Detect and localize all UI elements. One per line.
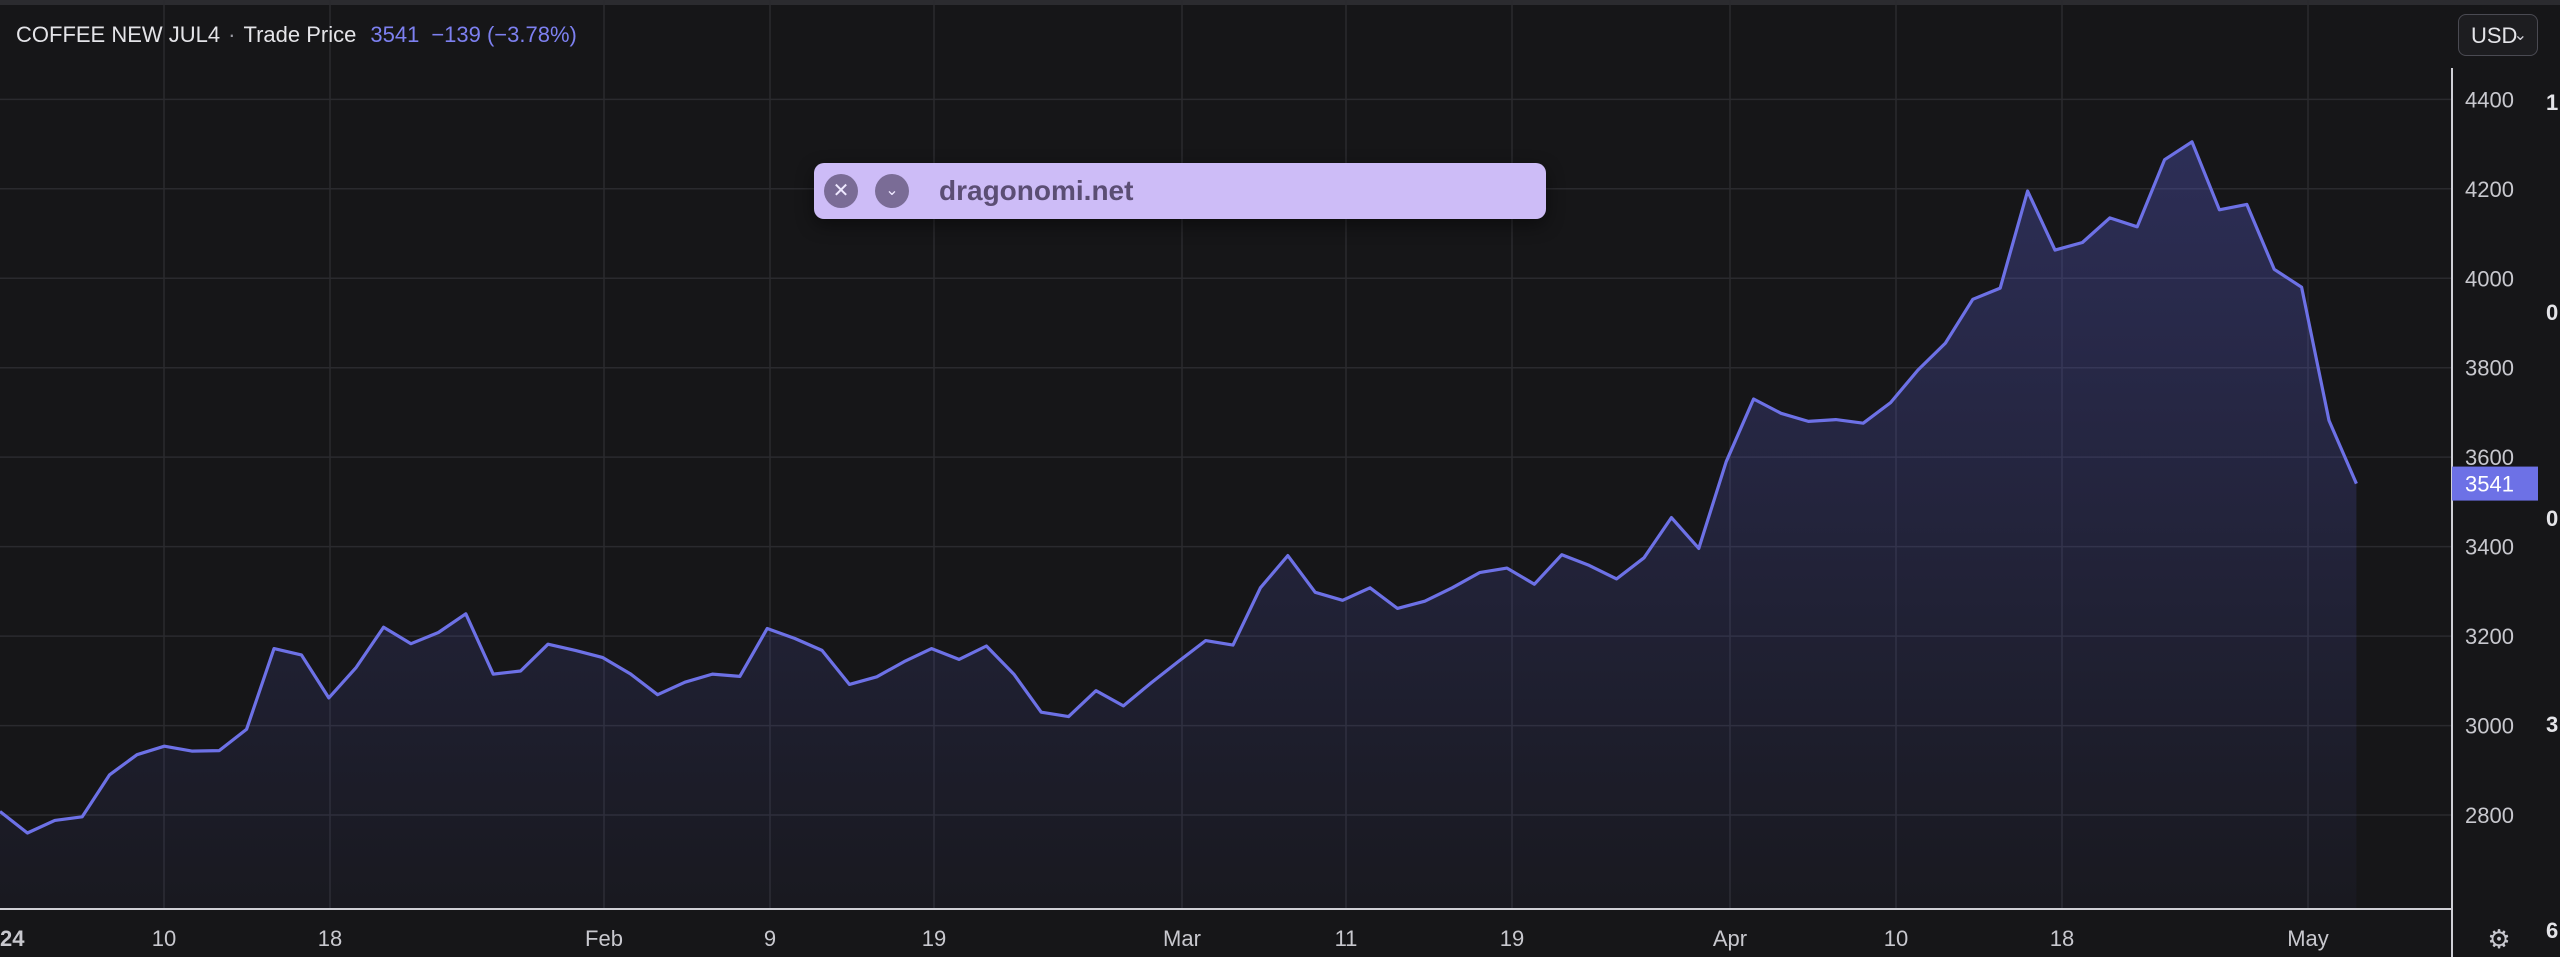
clipped-label: 1 <box>2546 90 2559 115</box>
price-line <box>0 140 2358 835</box>
x-tick-label: Apr <box>1713 926 1747 951</box>
x-tick-label: 19 <box>1500 926 1524 951</box>
instrument-symbol: COFFEE NEW JUL4 <box>16 22 221 47</box>
x-tick-label: 18 <box>318 926 342 951</box>
chart-header: COFFEE NEW JUL4 · Trade Price 3541 −139 (−3.… <box>16 20 577 50</box>
y-tick-label: 2800 <box>2465 803 2514 828</box>
currency-value: USD <box>2471 23 2518 48</box>
clipped-label: 3 <box>2546 712 2559 737</box>
clipped-label: 0 <box>2546 300 2559 325</box>
site-banner: ✕ ⌄ dragonomi.net <box>814 163 1546 219</box>
last-price: 3541 <box>370 22 420 47</box>
price-type-label: Trade Price <box>243 22 357 47</box>
chevron-down-icon: ⌄ <box>2513 27 2527 44</box>
y-tick-label: 3200 <box>2465 624 2514 649</box>
y-tick-label: 3800 <box>2465 356 2514 381</box>
x-tick-label: 18 <box>2050 926 2074 951</box>
x-tick-label: 11 <box>1335 926 1358 951</box>
chevron-down-icon[interactable]: ⌄ <box>875 174 909 208</box>
x-tick-label: May <box>2287 926 2329 951</box>
header-separator: · <box>228 22 236 47</box>
price-area-fill <box>0 141 2357 910</box>
currency-select[interactable]: USD ⌄ <box>2458 14 2538 56</box>
price-change: −139 (−3.78%) <box>431 22 577 47</box>
x-tick-label: 19 <box>922 926 946 951</box>
y-tick-label: 3000 <box>2465 714 2514 739</box>
x-tick-label: Feb <box>585 926 623 951</box>
site-name: dragonomi.net <box>939 175 1134 206</box>
x-axis-labels: 24 10 18 Feb 9 19 Mar 11 19 Apr 10 18 May <box>0 926 2329 951</box>
x-tick-label: Mar <box>1163 926 1201 951</box>
last-price-badge-group: 3541 <box>2452 466 2538 501</box>
y-tick-label: 4000 <box>2465 266 2514 291</box>
x-tick-label: 24 <box>0 926 25 951</box>
clipped-label: 6 <box>2546 918 2559 943</box>
last-price-badge <box>2452 466 2538 501</box>
y-tick-label: 4400 <box>2465 87 2514 112</box>
close-icon[interactable]: ✕ <box>824 174 858 208</box>
y-tick-label: 4200 <box>2465 177 2514 202</box>
clipped-label: 0 <box>2546 506 2559 531</box>
y-tick-label: 3600 <box>2465 445 2514 470</box>
window-top-edge <box>0 0 2560 5</box>
x-tick-label: 9 <box>764 926 776 951</box>
y-axis-labels: 2800 3000 3200 3400 3600 3800 4000 4200 4400 <box>2465 87 2514 828</box>
last-price-badge-label: 3541 <box>2465 472 2514 497</box>
y-tick-label: 3400 <box>2465 535 2514 560</box>
x-tick-label: 10 <box>152 926 176 951</box>
settings-gear-icon[interactable]: ⚙ <box>2487 924 2511 954</box>
x-tick-label: 10 <box>1884 926 1908 951</box>
